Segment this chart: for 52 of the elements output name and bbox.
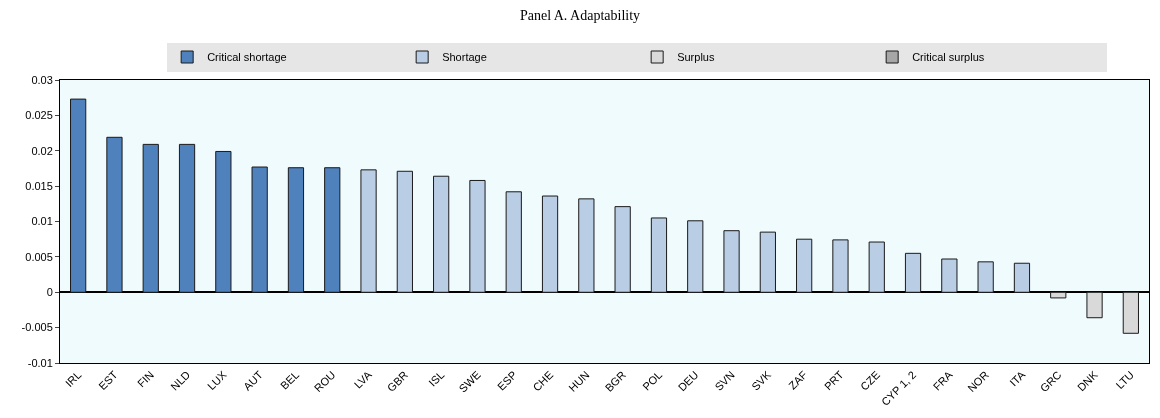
legend-label: Shortage xyxy=(442,51,487,64)
bar xyxy=(578,198,595,293)
y-tick-label: 0.02 xyxy=(31,144,53,157)
x-tick-label: POL xyxy=(640,368,665,393)
bar xyxy=(106,136,123,293)
bar xyxy=(142,143,159,293)
y-tick-label: 0.01 xyxy=(31,215,53,228)
bar xyxy=(324,167,341,293)
bar xyxy=(178,143,196,293)
x-tick-label: LTU xyxy=(1113,368,1137,392)
x-tick-label: FIN xyxy=(135,368,157,390)
x-tick-label: LVA xyxy=(351,368,375,391)
bar xyxy=(1050,291,1067,299)
x-tick-label: ISL xyxy=(426,368,447,389)
y-tick-label: 0 xyxy=(46,286,53,299)
bar xyxy=(1122,291,1139,334)
legend-label: Critical shortage xyxy=(207,51,287,64)
bar xyxy=(251,166,268,293)
bar xyxy=(796,238,813,293)
bar xyxy=(469,179,486,293)
bar xyxy=(70,98,87,293)
bar xyxy=(904,252,922,293)
bar xyxy=(977,261,994,293)
bar xyxy=(287,167,305,293)
bar xyxy=(614,206,631,293)
y-tick-label: 0.025 xyxy=(25,109,53,122)
bar xyxy=(433,175,450,293)
bar xyxy=(759,231,776,293)
x-tick-label: IRL xyxy=(62,368,84,390)
bar xyxy=(505,191,522,293)
x-tick-label: ITA xyxy=(1007,368,1028,389)
bar xyxy=(868,241,885,293)
bar xyxy=(396,170,413,293)
bar xyxy=(360,169,377,293)
bar xyxy=(541,195,559,293)
chart-title: Panel A. Adaptability xyxy=(519,8,641,24)
y-tick-label: 0.03 xyxy=(31,73,53,86)
bar xyxy=(941,258,958,293)
bar xyxy=(1013,262,1031,293)
legend-label: Surplus xyxy=(677,51,715,64)
y-tick-label: -0.005 xyxy=(21,321,53,334)
bar xyxy=(1086,291,1103,319)
bar xyxy=(215,150,232,293)
bar xyxy=(832,239,849,293)
legend-label: Critical surplus xyxy=(912,51,985,64)
x-tick-label: BEL xyxy=(278,368,302,392)
y-tick-label: -0.01 xyxy=(27,356,53,369)
bar xyxy=(687,220,704,293)
bar xyxy=(650,217,668,293)
bar xyxy=(723,230,740,293)
y-tick-label: 0.005 xyxy=(25,250,53,263)
y-tick-label: 0.015 xyxy=(25,179,53,192)
